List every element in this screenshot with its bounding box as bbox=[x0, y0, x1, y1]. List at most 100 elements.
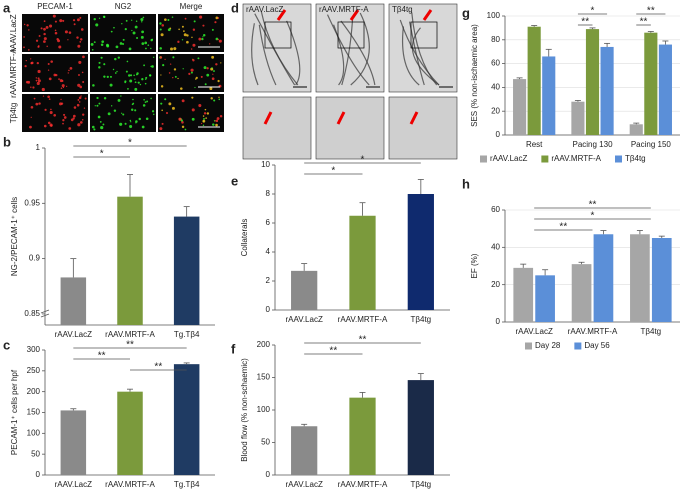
cell-dot bbox=[67, 72, 69, 74]
x-tick-label: rAAV.LacZ bbox=[285, 480, 322, 489]
x-tick-label: rAAV.LacZ bbox=[285, 315, 322, 324]
cell-dot bbox=[168, 102, 172, 106]
legend-swatch bbox=[525, 342, 532, 350]
cell-dot bbox=[145, 117, 149, 121]
cell-dot bbox=[164, 18, 167, 21]
row-label: Tβ4tg bbox=[9, 103, 18, 124]
cell-dot bbox=[66, 85, 68, 87]
cell-dot bbox=[144, 41, 148, 45]
bar bbox=[600, 46, 614, 135]
cell-dot bbox=[151, 110, 155, 113]
cell-dot bbox=[130, 108, 134, 111]
cell-dot bbox=[33, 97, 36, 100]
y-tick-label: 10 bbox=[261, 160, 270, 169]
y-tick-label: 150 bbox=[257, 373, 271, 382]
y-tick-label: 300 bbox=[27, 345, 41, 354]
x-tick-label: rAAV.MRTF-A bbox=[338, 480, 388, 489]
y-axis-label: Blood flow (% non-schaemic) bbox=[240, 358, 249, 462]
cell-dot bbox=[98, 61, 101, 64]
cell-dot bbox=[59, 79, 63, 83]
cell-dot bbox=[127, 87, 129, 90]
legend-label: Day 28 bbox=[535, 341, 561, 350]
bar bbox=[291, 270, 318, 310]
cell-dot bbox=[82, 113, 85, 116]
cell-dot bbox=[135, 20, 138, 22]
cell-dot bbox=[80, 95, 82, 97]
cell-dot bbox=[129, 119, 132, 122]
cell-dot bbox=[70, 118, 74, 122]
y-axis-label: EF (%) bbox=[470, 253, 479, 278]
cell-dot bbox=[127, 74, 131, 77]
vessel bbox=[411, 12, 438, 86]
x-tick-label: rAAV.MRTF-A bbox=[568, 327, 618, 336]
cell-dot bbox=[133, 74, 135, 77]
cell-dot bbox=[35, 77, 38, 79]
cell-dot bbox=[210, 97, 213, 100]
bar bbox=[571, 101, 585, 135]
cell-dot bbox=[203, 112, 207, 115]
cell-dot bbox=[68, 69, 70, 72]
bar bbox=[407, 380, 434, 475]
vessel bbox=[258, 24, 277, 86]
y-tick-label: 0 bbox=[36, 470, 41, 479]
cell-dot bbox=[130, 121, 132, 123]
cell-dot bbox=[147, 44, 150, 46]
cell-dot bbox=[103, 75, 106, 78]
cell-dot bbox=[173, 68, 177, 71]
bar bbox=[651, 238, 672, 322]
cell-dot bbox=[180, 87, 183, 90]
axis-break bbox=[40, 313, 50, 318]
cell-dot bbox=[168, 72, 171, 74]
cell-dot bbox=[93, 17, 96, 21]
cell-dot bbox=[59, 19, 63, 23]
image-label: rAAV.MRTF-A bbox=[319, 5, 369, 14]
cell-dot bbox=[215, 16, 219, 20]
cell-dot bbox=[41, 87, 45, 92]
cell-dot bbox=[217, 17, 220, 19]
axis-break bbox=[40, 309, 50, 314]
cell-dot bbox=[29, 125, 32, 129]
cell-dot bbox=[77, 83, 81, 87]
y-tick-label: 0 bbox=[496, 130, 501, 139]
cell-dot bbox=[68, 31, 72, 34]
legend-label: rAAV.MRTF-A bbox=[551, 154, 601, 163]
cell-dot bbox=[125, 70, 128, 73]
cell-dot bbox=[202, 34, 206, 37]
cell-dot bbox=[60, 102, 64, 105]
significance: ** bbox=[359, 335, 367, 346]
legend-swatch bbox=[615, 155, 622, 163]
cell-dot bbox=[52, 14, 56, 18]
x-tick-label: rAAV.MRTF-A bbox=[105, 330, 155, 339]
cell-dot bbox=[30, 116, 32, 118]
y-tick-label: 20 bbox=[491, 106, 500, 115]
angiogram-zoom bbox=[242, 96, 312, 160]
cell-dot bbox=[204, 108, 207, 111]
cell-dot bbox=[167, 28, 171, 32]
cell-dot bbox=[217, 79, 220, 83]
cell-dot bbox=[134, 109, 137, 112]
cell-dot bbox=[103, 97, 107, 100]
cell-dot bbox=[203, 66, 207, 70]
cell-dot bbox=[145, 47, 147, 50]
y-axis-label: Collaterals bbox=[240, 219, 249, 257]
arrow bbox=[409, 111, 419, 125]
legend-label: rAAV.LacZ bbox=[490, 154, 527, 163]
cell-dot bbox=[73, 106, 77, 109]
cell-dot bbox=[62, 119, 65, 122]
cell-dot bbox=[78, 60, 82, 64]
cell-dot bbox=[124, 122, 127, 125]
y-tick-label: 8 bbox=[266, 189, 271, 198]
panel-letter: a bbox=[3, 0, 11, 15]
cell-dot bbox=[215, 63, 218, 66]
cell-dot bbox=[190, 48, 193, 50]
bar bbox=[349, 215, 376, 310]
bar bbox=[571, 264, 592, 322]
cell-dot bbox=[162, 64, 165, 67]
cell-dot bbox=[164, 98, 167, 101]
y-tick-label: 50 bbox=[261, 438, 270, 447]
cell-dot bbox=[64, 30, 68, 34]
cell-dot bbox=[36, 81, 40, 86]
y-tick-label: 100 bbox=[27, 428, 41, 437]
cell-dot bbox=[192, 59, 195, 62]
cell-dot bbox=[61, 84, 65, 88]
